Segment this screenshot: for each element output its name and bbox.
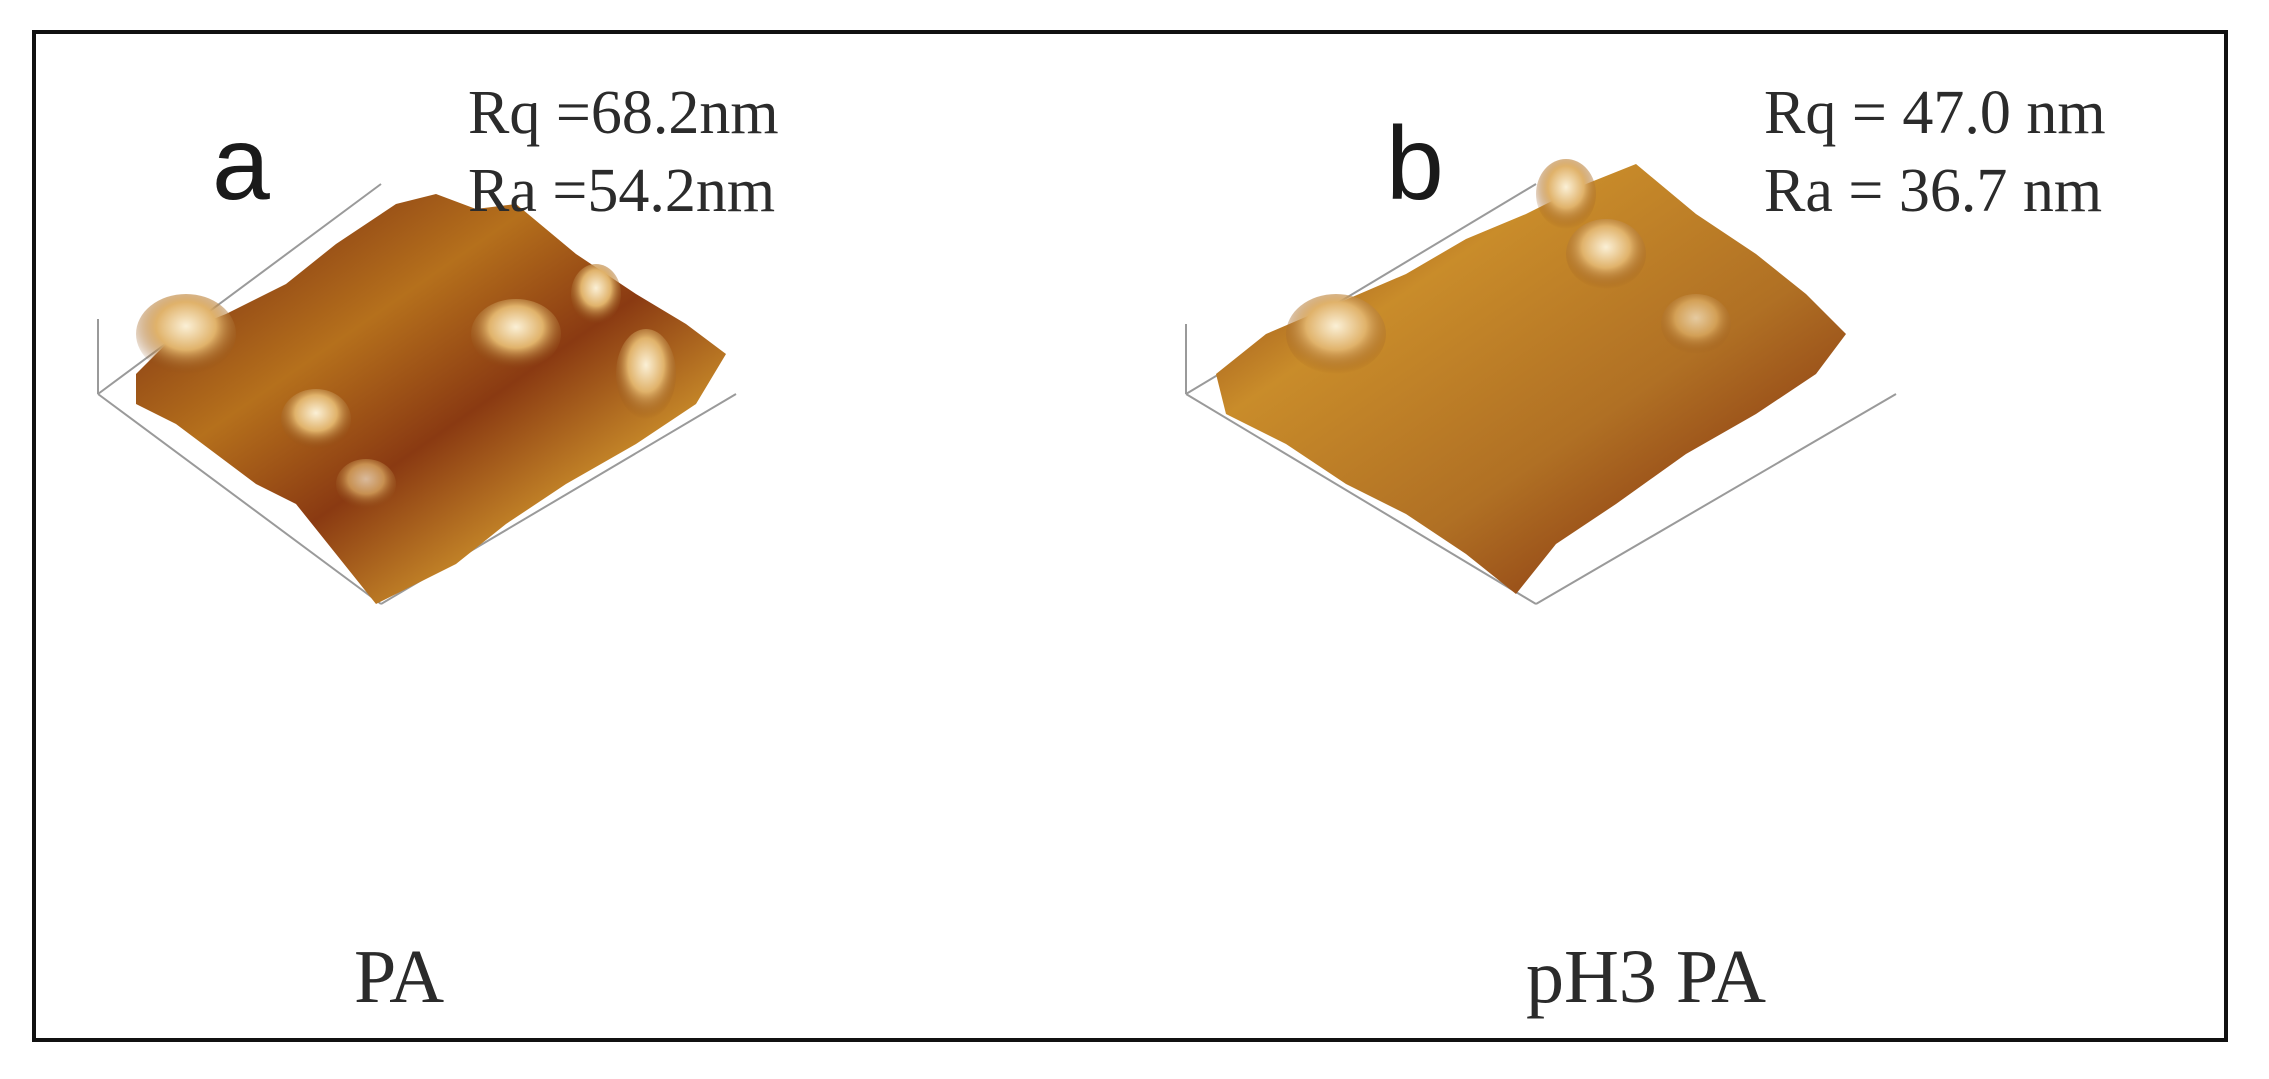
rq-value-a: Rq =68.2nm [468,79,779,147]
ra-value-a: Ra =54.2nm [468,157,776,225]
figure-frame: a Rq =68.2nm Ra =54.2nm PA [32,30,2228,1042]
surface-peaks-a [136,264,676,509]
panel-letter-a: a [212,106,270,222]
afm-surface-image-a [97,183,737,605]
panel-a: a Rq =68.2nm Ra =54.2nm PA [36,34,1134,1038]
panel-letter-b: b [1386,106,1444,222]
caption-a: PA [354,935,445,1019]
caption-b: pH3 PA [1526,935,1767,1019]
rq-value-b: Rq = 47.0 nm [1764,79,2106,147]
ra-value-b: Ra = 36.7 nm [1764,157,2103,225]
